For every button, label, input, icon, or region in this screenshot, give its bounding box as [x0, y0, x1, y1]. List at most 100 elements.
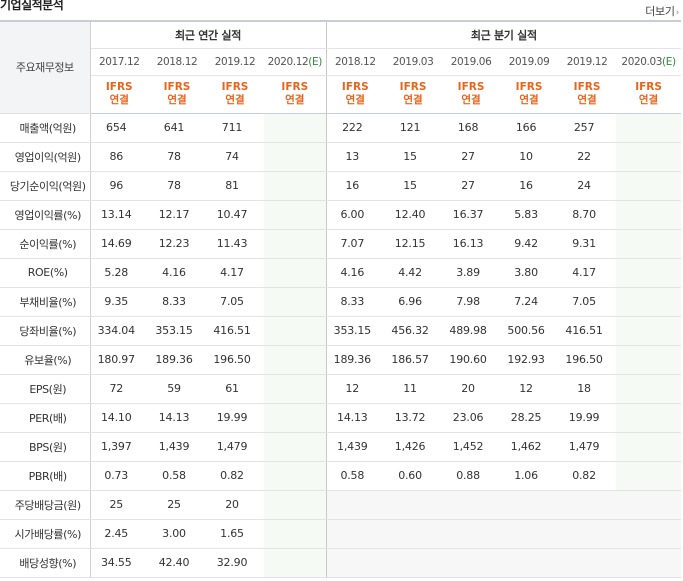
value-cell [616, 548, 682, 578]
value-cell: 1,426 [384, 432, 443, 462]
value-cell: 10.47 [206, 199, 264, 230]
value-cell: 12 [500, 373, 559, 404]
period-header: 2018.12 [148, 48, 206, 76]
value-cell: 0.88 [442, 461, 501, 491]
quarter-group-header: 최근 분기 실적 [326, 20, 682, 49]
value-cell: 1,439 [326, 432, 385, 462]
table-row: 부채비율(%) 9.35 8.33 7.05 8.33 6.96 7.98 7.24 7.05 [0, 286, 682, 317]
value-cell: 13 [326, 142, 385, 172]
row-label: 배당성향(%) [0, 548, 91, 578]
row-label: BPS(원) [0, 432, 91, 462]
value-cell [264, 489, 327, 520]
value-cell: 1,397 [90, 432, 148, 462]
value-cell [264, 113, 327, 143]
value-cell [616, 345, 682, 375]
value-cell: 23.06 [442, 403, 501, 433]
more-label: 더보기 [645, 5, 675, 18]
value-cell [616, 403, 682, 433]
value-cell [264, 229, 327, 259]
value-cell: 641 [148, 113, 206, 143]
table-row: 시가배당률(%) 2.45 3.00 1.65 [0, 519, 682, 549]
value-cell: 20 [442, 373, 501, 404]
ifrs-label: IFRS [635, 81, 662, 93]
ifrs-label: IFRS [457, 81, 485, 93]
value-cell: 78 [148, 142, 206, 172]
value-cell: 222 [326, 113, 385, 143]
value-cell [442, 489, 501, 520]
more-link[interactable]: 더보기› [645, 3, 679, 18]
consolidated-label: 연결 [225, 94, 245, 106]
value-cell: 4.17 [558, 258, 617, 288]
period-header: 2020.12(E) [264, 48, 327, 76]
value-cell: 34.55 [90, 548, 148, 578]
value-cell [264, 171, 327, 201]
period-header: 2019.09 [500, 48, 559, 76]
consolidated-label: 연결 [577, 94, 597, 106]
value-cell: 6.96 [384, 286, 443, 317]
ifrs-basis-header: IFRS 연결 [326, 75, 385, 114]
table-row: 매출액(억원) 654 641 711 222 121 168 166 257 [0, 113, 682, 143]
value-cell [616, 113, 682, 143]
value-cell: 28.25 [500, 403, 559, 433]
value-cell [616, 489, 682, 520]
consolidated-label: 연결 [167, 94, 187, 106]
value-cell: 16 [326, 171, 385, 201]
value-cell [616, 171, 682, 201]
value-cell: 12.23 [148, 229, 206, 259]
ifrs-basis-header: IFRS 연결 [206, 75, 264, 114]
table-row: 영업이익(억원) 86 78 74 13 15 27 10 22 [0, 142, 682, 172]
period-header: 2019.03 [384, 48, 443, 76]
value-cell: 10 [500, 142, 559, 172]
period-header: 2017.12 [90, 48, 148, 76]
period-label: 2017.12 [98, 55, 140, 68]
value-cell: 1.65 [206, 519, 264, 549]
value-cell: 4.17 [206, 258, 264, 288]
ifrs-basis-header: IFRS 연결 [558, 75, 617, 114]
value-cell: 16 [500, 171, 559, 201]
row-label: 부채비율(%) [0, 286, 91, 317]
value-cell: 19.99 [558, 403, 617, 433]
value-cell [264, 519, 327, 549]
value-cell: 27 [442, 171, 501, 201]
consolidated-label: 연결 [345, 94, 365, 106]
ifrs-label: IFRS [341, 81, 369, 93]
value-cell: 24 [558, 171, 617, 201]
value-cell: 489.98 [442, 316, 501, 346]
consolidated-label: 연결 [109, 94, 129, 106]
row-label: 순이익률(%) [0, 229, 91, 259]
table-row: 당기순이익(억원) 96 78 81 16 15 27 16 24 [0, 171, 682, 201]
value-cell: 61 [206, 373, 264, 404]
value-cell: 16.37 [442, 199, 501, 230]
value-cell: 0.60 [384, 461, 443, 491]
value-cell [616, 432, 682, 462]
value-cell: 0.58 [326, 461, 385, 491]
table-row: PBR(배) 0.73 0.58 0.82 0.58 0.60 0.88 1.06 0.82 [0, 461, 682, 491]
value-cell: 5.83 [500, 199, 559, 230]
ifrs-label: IFRS [281, 81, 309, 93]
value-cell: 500.56 [500, 316, 559, 346]
row-label: 영업이익(억원) [0, 142, 91, 172]
section-title: 기업실적분석 [0, 0, 64, 12]
value-cell [500, 489, 559, 520]
period-header: 2019.12 [206, 48, 264, 76]
value-cell: 1,439 [148, 432, 206, 462]
value-cell [264, 142, 327, 172]
value-cell: 0.73 [90, 461, 148, 491]
table-row: BPS(원) 1,397 1,439 1,479 1,439 1,426 1,452 1,46… [0, 432, 682, 462]
ifrs-label: IFRS [515, 81, 543, 93]
value-cell [442, 548, 501, 578]
value-cell: 7.07 [326, 229, 385, 259]
value-cell [264, 316, 327, 346]
value-cell: 353.15 [148, 316, 206, 346]
value-cell: 166 [500, 113, 559, 143]
value-cell: 25 [148, 489, 206, 520]
consolidated-label: 연결 [461, 94, 481, 106]
period-header: 2020.03(E) [616, 48, 682, 76]
value-cell: 81 [206, 171, 264, 201]
value-cell: 13.14 [90, 199, 148, 230]
value-cell: 7.05 [206, 286, 264, 317]
value-cell [264, 345, 327, 375]
value-cell [616, 316, 682, 346]
value-cell: 19.99 [206, 403, 264, 433]
value-cell: 711 [206, 113, 264, 143]
